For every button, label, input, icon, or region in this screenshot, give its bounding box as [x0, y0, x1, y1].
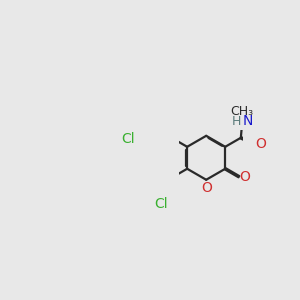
Text: H: H — [232, 115, 241, 128]
Text: O: O — [240, 170, 250, 184]
Text: Cl: Cl — [154, 196, 168, 211]
Text: CH₃: CH₃ — [231, 105, 254, 118]
Text: O: O — [201, 181, 212, 195]
Text: N: N — [242, 114, 253, 128]
Text: Cl: Cl — [121, 132, 135, 146]
Text: O: O — [255, 137, 266, 151]
